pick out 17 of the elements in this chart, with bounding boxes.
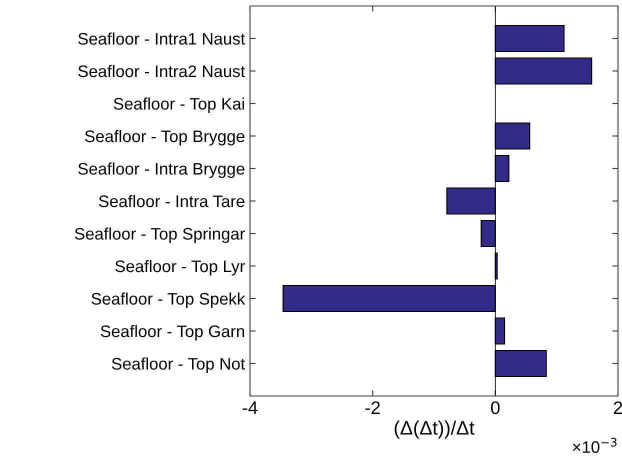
y-tick-label: Seafloor - Top Garn	[100, 324, 244, 340]
y-tick-label: Seafloor - Intra1 Naust	[78, 32, 246, 45]
y-tick-label: Seafloor - Top Spekk	[91, 292, 246, 308]
x-tick-label: -2	[365, 401, 380, 414]
y-tick-label: Seafloor - Intra Tare	[98, 194, 244, 208]
y-tick-label: Seafloor - Top Brygge	[85, 130, 244, 146]
y-tick-label: Seafloor - Top Lyr	[115, 260, 245, 276]
y-tick-label: Seafloor - Intra2 Naust	[78, 64, 246, 78]
x-tick-label: 2	[614, 401, 622, 414]
y-tick-label: Seafloor - Top Springar	[74, 227, 245, 243]
y-tick-label: Seafloor - Intra Brygge	[78, 162, 244, 178]
y-tick-label: Seafloor - Top Kai	[114, 97, 244, 113]
text: ×10$^{−3}$	[572, 438, 617, 453]
x-tick-label: -4	[242, 402, 258, 414]
x-tick-label: 0	[491, 401, 500, 414]
y-tick-label: Seafloor - Top Not	[112, 357, 246, 373]
x-axis-title: (Δ(Δt))/Δt	[394, 420, 474, 439]
